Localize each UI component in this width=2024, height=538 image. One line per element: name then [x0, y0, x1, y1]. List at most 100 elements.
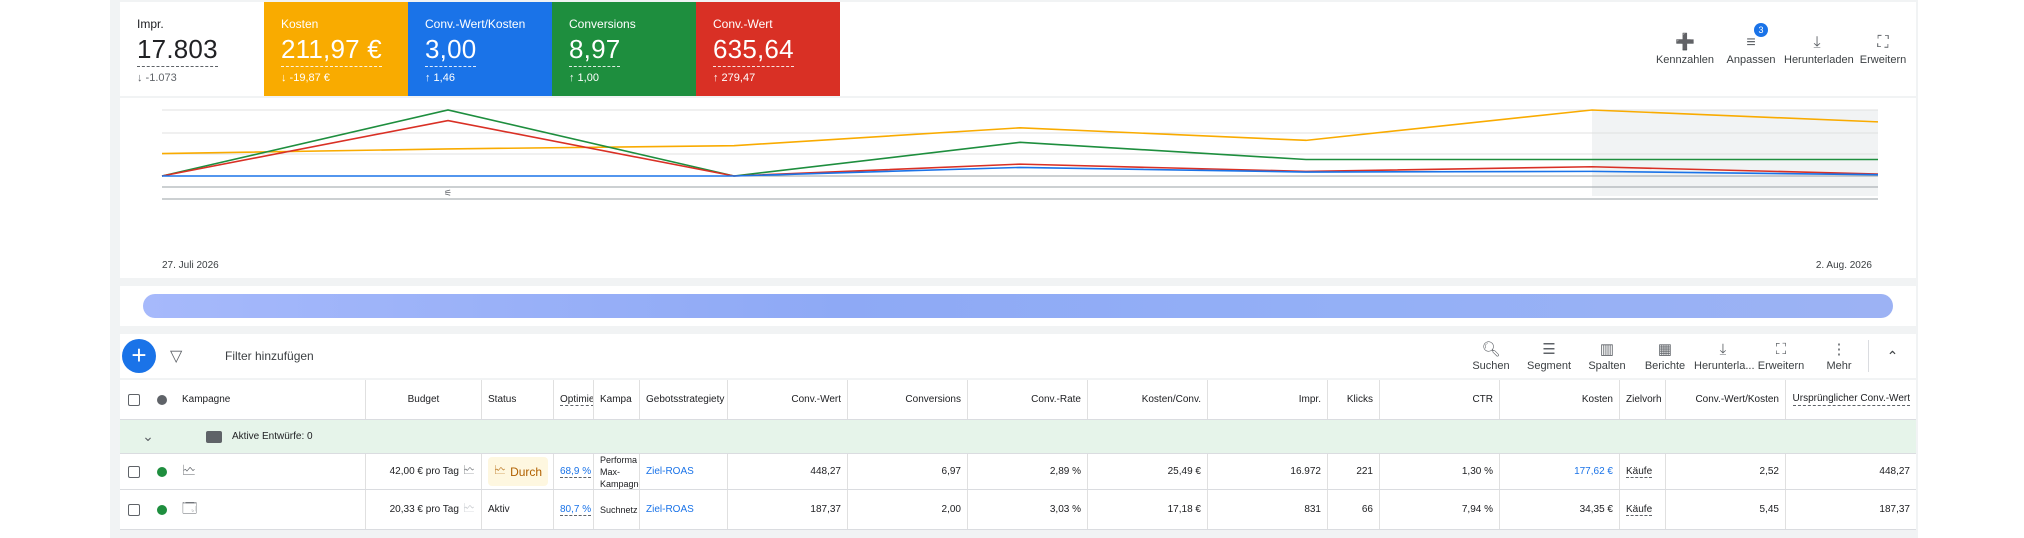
annotation-marker-icon[interactable]: ⚟ [444, 189, 452, 199]
expand-drafts-chevron-icon[interactable]: ⌄ [142, 428, 154, 444]
metric-value: 8,97 [569, 32, 621, 67]
header-conv-value[interactable]: Conv.-Wert [728, 380, 848, 419]
download-icon: ⤓ [1719, 341, 1727, 358]
metrics-button[interactable]: ➕ Kennzahlen [1652, 32, 1718, 66]
budget-cell[interactable]: 20,33 € pro Tag 🗠︎ [366, 490, 482, 529]
header-conv-rate[interactable]: Conv.-Rate [968, 380, 1088, 419]
clicks-cell: 66 [1328, 490, 1380, 529]
cost-link[interactable]: 177,62 € [1574, 466, 1613, 477]
metric-delta: ↓ -1.073 [137, 72, 177, 84]
row-status-cell [148, 454, 176, 489]
table-row[interactable]: 🗠︎ 42,00 € pro Tag 🗠︎ 🗠︎ Durch 68,9 % Pe… [120, 454, 1916, 490]
header-status[interactable]: Status [482, 380, 554, 419]
select-all-checkbox[interactable] [128, 393, 140, 406]
collapse-button[interactable]: ⌃ [1868, 340, 1916, 372]
conv-value-cell: 187,37 [728, 490, 848, 529]
metric-delta: ↑ 279,47 [713, 72, 756, 84]
row-checkbox[interactable] [128, 503, 140, 516]
cost-cell[interactable]: 177,62 € [1500, 454, 1620, 489]
header-ctr[interactable]: CTR [1380, 380, 1500, 419]
budget-value: 42,00 € pro Tag [389, 466, 459, 477]
drafts-label: Aktive Entwürfe: 0 [232, 431, 313, 442]
header-clicks[interactable]: Klicks [1328, 380, 1380, 419]
bid-strategy-cell[interactable]: Ziel-ROAS [640, 454, 728, 489]
budget-cell[interactable]: 42,00 € pro Tag 🗠︎ [366, 454, 482, 489]
status-cell[interactable]: 🗠︎ Durch [482, 454, 554, 489]
tune-icon: ≡ [1746, 34, 1756, 51]
budget-chart-icon[interactable]: 🗠︎ [462, 501, 475, 515]
bid-strategy-link[interactable]: Ziel-ROAS [646, 504, 694, 515]
optimization-score-link[interactable]: 80,7 % [560, 503, 592, 516]
campaign-name-cell[interactable]: 🗠︎ [176, 454, 366, 489]
customize-button[interactable]: 3 ≡ Anpassen [1718, 23, 1784, 66]
table-download-button[interactable]: ⤓ Herunterla... [1694, 340, 1755, 372]
search-button[interactable]: 🔍︎ Suchen [1462, 340, 1520, 372]
drafts-row[interactable]: ⌄ Aktive Entwürfe: 0 [120, 420, 1916, 454]
goal-cell[interactable]: Käufe [1620, 490, 1666, 529]
metrics-button-label: Kennzahlen [1655, 54, 1715, 66]
optimization-cell[interactable]: 80,7 % [554, 490, 594, 529]
header-campaign[interactable]: Kampagne [176, 380, 366, 419]
metric-conv-value[interactable]: Conv.-Wert 635,64 ↑ 279,47 [696, 2, 840, 96]
reports-button[interactable]: ▦ Berichte [1636, 340, 1694, 372]
header-cost[interactable]: Kosten [1500, 380, 1620, 419]
expand-button[interactable]: ⛶ Erweitern [1850, 32, 1916, 66]
fullscreen-icon: ⛶ [1775, 341, 1787, 358]
status-cell[interactable]: Aktiv [482, 490, 554, 529]
metric-conv-value-per-cost[interactable]: Conv.-Wert/Kosten 3,00 ↑ 1,46 [408, 2, 552, 96]
campaign-type-cell: Suchnetz [594, 490, 640, 529]
cost-per-conv-cell: 25,49 € [1088, 454, 1208, 489]
header-conv-value-per-cost[interactable]: Conv.-Wert/Kosten [1666, 380, 1786, 419]
conv-value-per-cost-cell: 5,45 [1666, 490, 1786, 529]
row-checkbox[interactable] [128, 465, 140, 478]
status-chip[interactable]: 🗠︎ Durch [488, 457, 549, 486]
header-optimization[interactable]: Optimie [554, 380, 594, 419]
goal-cell[interactable]: Käufe [1620, 454, 1666, 489]
header-optimization-label: Optimie [560, 393, 594, 406]
campaign-name-cell[interactable]: 🗔︎ [176, 490, 366, 529]
conv-rate-cell: 3,03 % [968, 490, 1088, 529]
filter-icon[interactable]: ▽ [170, 348, 183, 365]
metric-conversions[interactable]: Conversions 8,97 ↑ 1,00 [552, 2, 696, 96]
date-range-handle[interactable] [143, 294, 1893, 318]
enabled-status-dot-icon [157, 466, 167, 477]
conv-value-cell: 448,27 [728, 454, 848, 489]
header-impressions[interactable]: Impr. [1208, 380, 1328, 419]
header-original-conv-value[interactable]: Ursprünglicher Conv.-Wert [1786, 380, 1916, 419]
metric-costs[interactable]: Kosten 211,97 € ↓ -19,87 € [264, 2, 408, 96]
header-conversions[interactable]: Conversions [848, 380, 968, 419]
chart-series-line-1 [161, 109, 1878, 177]
ctr-cell: 1,30 % [1380, 454, 1500, 489]
header-budget[interactable]: Budget [366, 380, 482, 419]
row-select-cell [120, 490, 148, 529]
header-cost-per-conv[interactable]: Kosten/Conv. [1088, 380, 1208, 419]
chart-series-line-3 [162, 166, 1879, 177]
right-gutter [1918, 0, 2024, 538]
budget-chart-icon[interactable]: 🗠︎ [462, 463, 475, 477]
more-button[interactable]: ⋮ Mehr [1810, 340, 1868, 372]
optimization-cell[interactable]: 68,9 % [554, 454, 594, 489]
header-goal[interactable]: Zielvorh [1620, 380, 1666, 419]
optimization-score-link[interactable]: 68,9 % [560, 465, 592, 478]
add-filter-input[interactable]: Filter hinzufügen [225, 349, 314, 363]
status-header-cell [148, 380, 176, 419]
goal-value[interactable]: Käufe [1626, 503, 1653, 516]
table-row[interactable]: 🗔︎ 20,33 € pro Tag 🗠︎ Aktiv 80,7 % Suchn… [120, 490, 1916, 530]
header-bid-strategy[interactable]: Gebotsstrategiety [640, 380, 728, 419]
header-campaign-type[interactable]: Kampa [594, 380, 640, 419]
original-conv-value-cell: 448,27 [1879, 466, 1910, 477]
segment-button[interactable]: ☰ Segment [1520, 340, 1578, 372]
bid-strategy-link[interactable]: Ziel-ROAS [646, 466, 694, 477]
bid-strategy-cell[interactable]: Ziel-ROAS [640, 490, 728, 529]
row-status-cell [148, 490, 176, 529]
table-expand-button[interactable]: ⛶ Erweitern [1752, 340, 1810, 372]
metric-impressions[interactable]: Impr. 17.803 ↓ -1.073 [120, 2, 264, 96]
fullscreen-icon: ⛶ [1877, 34, 1889, 51]
columns-button[interactable]: ▥ Spalten [1578, 340, 1636, 372]
performance-chart[interactable]: ⚟ 27. Juli 2026 2. Aug. 2026 [120, 98, 1916, 278]
add-button[interactable]: + [122, 339, 156, 373]
table-expand-label: Erweitern [1757, 360, 1805, 372]
goal-value[interactable]: Käufe [1626, 465, 1653, 478]
download-button[interactable]: ⤓ Herunterladen [1784, 32, 1854, 66]
chevron-up-icon: ⌃ [1886, 348, 1899, 364]
